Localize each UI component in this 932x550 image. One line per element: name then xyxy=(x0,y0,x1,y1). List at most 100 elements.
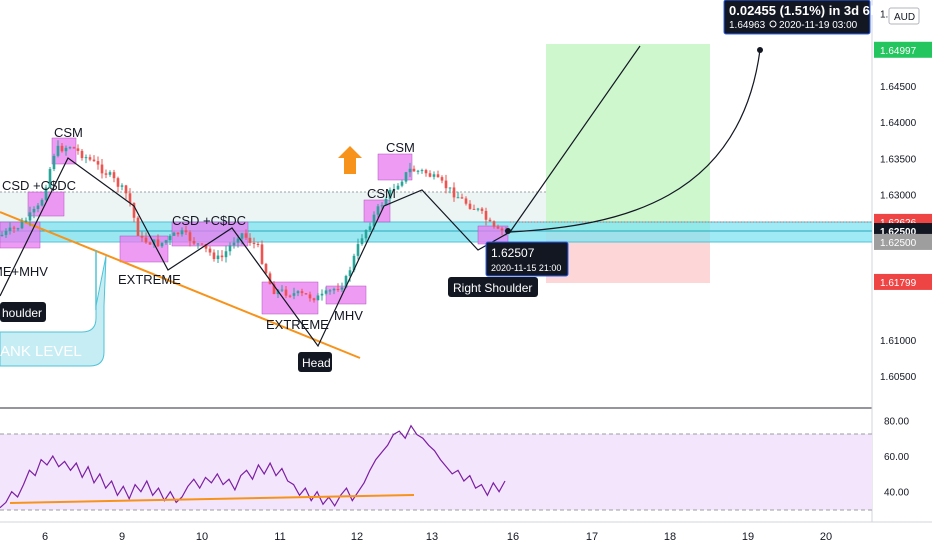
candle-body xyxy=(80,150,84,159)
candle-body xyxy=(476,208,480,210)
candle-body xyxy=(72,147,76,149)
candle-body xyxy=(468,203,472,209)
candle-body xyxy=(424,170,428,174)
candle-body xyxy=(488,219,492,222)
candle-body xyxy=(176,232,180,235)
time-axis-ticks: 6 9 10 11 12 13 16 17 18 19 20 xyxy=(42,531,832,543)
candle-body xyxy=(48,169,52,188)
time-tick-16: 16 xyxy=(507,531,519,543)
candle-body xyxy=(132,202,136,218)
candle-body xyxy=(156,239,160,247)
candle-body xyxy=(116,178,120,187)
candle-body xyxy=(320,293,324,296)
candle-body xyxy=(324,290,328,294)
candle-body xyxy=(420,170,424,172)
candle-body xyxy=(140,235,144,238)
candle-body xyxy=(44,187,48,200)
box-csm-1 xyxy=(51,137,77,165)
candle-body xyxy=(180,230,184,235)
time-tick-11: 11 xyxy=(274,531,285,543)
candle-body xyxy=(12,227,16,229)
rsi-tick-2: 40.00 xyxy=(884,488,909,499)
measure-line-2-time: 2020-11-19 03:00 xyxy=(779,20,858,31)
tag-right-shoulder: Right Shoulder xyxy=(448,277,538,297)
price-tick-3: 1.63500 xyxy=(880,154,917,165)
svg-text:1.61799: 1.61799 xyxy=(880,278,917,289)
candle-body xyxy=(380,205,384,207)
candle-body xyxy=(444,180,448,189)
candle-body xyxy=(428,173,432,177)
candle-body xyxy=(352,255,356,271)
entry-tooltip: 1.62507 2020-11-15 21:00 xyxy=(485,241,569,277)
candle-body xyxy=(400,181,404,186)
candle-body xyxy=(500,228,504,231)
candle-body xyxy=(236,238,240,243)
candle-body xyxy=(228,245,232,252)
candle-body xyxy=(308,294,312,299)
candle-body xyxy=(16,228,20,230)
candle-body xyxy=(460,197,464,199)
time-tick-13: 13 xyxy=(426,531,438,543)
candle-body xyxy=(300,291,304,294)
candle-body xyxy=(396,185,400,190)
candle-body xyxy=(244,233,248,238)
candle-body xyxy=(408,168,412,173)
candle-body xyxy=(104,173,108,175)
candle-body xyxy=(92,159,96,162)
candle-body xyxy=(32,208,36,213)
candle-body xyxy=(216,255,220,260)
bank-level-text: ANK LEVEL xyxy=(0,343,82,360)
candle-body xyxy=(288,295,292,297)
tag-left-shoulder: houlder xyxy=(0,302,46,322)
svg-text:1.62500: 1.62500 xyxy=(880,238,917,249)
box-extreme-2 xyxy=(261,281,319,315)
candle-body xyxy=(304,293,308,295)
candle-body xyxy=(340,287,344,290)
label-extreme-2: EXTREME xyxy=(266,317,329,332)
candle-body xyxy=(84,157,88,159)
rsi-tick-0: 80.00 xyxy=(884,416,909,427)
candle-body xyxy=(232,242,236,246)
candle-body xyxy=(256,243,260,245)
label-mhv: MHV xyxy=(334,308,363,323)
label-csd-1: CSD +C$DC xyxy=(2,178,76,193)
candle-body xyxy=(412,168,416,172)
candle-body xyxy=(280,289,284,291)
candle-body xyxy=(452,187,456,198)
measure-tooltip: 0.02455 (1.51%) in 3d 6h 1.64963 2020-11… xyxy=(723,0,878,35)
candle-body xyxy=(296,291,300,294)
entry-time: 2020-11-15 21:00 xyxy=(491,263,561,273)
candle-body xyxy=(4,230,8,235)
candle-body xyxy=(204,244,208,249)
time-tick-20: 20 xyxy=(820,531,832,543)
price-label-0: 1.64997 xyxy=(874,41,932,58)
label-csm-3: CSM xyxy=(386,140,415,155)
candle-body xyxy=(220,255,224,258)
candle-body xyxy=(356,244,360,256)
candle-body xyxy=(448,187,452,189)
candle-body xyxy=(28,212,32,221)
currency-badge[interactable]: AUD xyxy=(888,7,920,25)
candle-body xyxy=(24,220,28,222)
candle-body xyxy=(112,172,116,179)
candle-body xyxy=(36,205,40,209)
clock-icon xyxy=(769,20,777,28)
candle-body xyxy=(172,232,176,236)
candles xyxy=(0,140,508,303)
svg-text:1.62500: 1.62500 xyxy=(880,227,917,238)
candle-body xyxy=(272,284,276,295)
candle-body xyxy=(260,244,264,264)
target-zone xyxy=(546,44,710,232)
candle-body xyxy=(160,242,164,247)
candle-body xyxy=(56,145,60,156)
label-csm-1: CSM xyxy=(54,125,83,140)
candle-body xyxy=(496,226,500,229)
label-extreme-1: EXTREME xyxy=(118,272,181,287)
candle-body xyxy=(360,238,364,245)
candle-body xyxy=(212,252,216,260)
candle-body xyxy=(392,189,396,191)
time-tick-9: 9 xyxy=(119,531,125,543)
box-extreme-1 xyxy=(119,235,169,263)
price-label-5: 1.61799 xyxy=(874,273,932,290)
